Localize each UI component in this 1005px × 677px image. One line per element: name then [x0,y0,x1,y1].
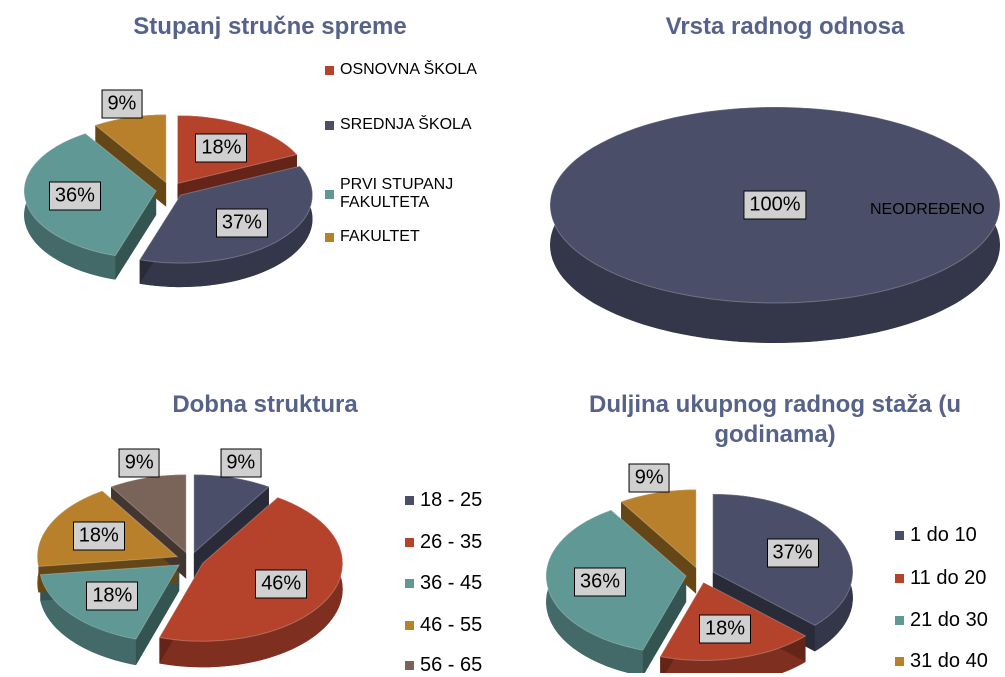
legend-item: 21 do 30 [895,608,1005,632]
data-label: 18% [699,614,752,644]
legend-item: OSNOVNA ŠKOLA [325,58,505,82]
data-label: 9% [118,448,160,478]
slice-side [159,497,343,668]
legend-swatch [855,205,864,215]
data-label: 18% [86,581,139,611]
legend-label: 18 - 25 [420,488,483,511]
legend-item: FAKULTET [325,225,505,249]
slice-side [139,166,313,288]
chart-title: Dobna struktura [172,391,358,418]
data-label: 9% [101,89,143,119]
legend-item: 11 do 20 [895,566,1005,590]
legend-item: 31 do 40 [895,649,1005,673]
slice-side [660,635,806,673]
legend-label: FAKULTET [340,228,420,245]
legend-item: PRVI STUPANJ FAKULTETA [325,176,505,212]
legend-swatch [895,656,904,666]
legend-item: 46 - 55 [405,613,545,637]
legend-swatch [895,530,904,540]
legend-item: SREDNJA ŠKOLA [325,113,505,137]
data-label: 36% [573,567,626,597]
chart-title: Stupanj stručne spreme [133,13,407,40]
legend-item: NEODREĐENO [855,198,1005,222]
legend-swatch [405,495,414,505]
legend-label: 36 - 45 [420,571,483,594]
legend-swatch [325,189,334,199]
legend-label: 21 do 30 [910,608,988,631]
legend-swatch [405,578,414,588]
legend-label: 46 - 55 [420,613,483,636]
legend-item: 1 do 10 [895,523,1005,547]
data-label: 37% [766,538,819,568]
legend-item: 26 - 35 [405,530,545,554]
legend-label: 31 do 40 [910,649,988,672]
legend-label: 26 - 35 [420,530,483,553]
data-label: 18% [72,521,125,551]
slice [620,489,697,569]
legend-swatch [405,660,414,670]
legend-swatch [325,120,334,130]
legend-label: SREDNJA ŠKOLA [340,116,472,133]
legend-item: 36 - 45 [405,571,545,595]
legend-label: PRVI STUPANJ FAKULTETA [340,176,454,211]
slice [110,474,187,554]
legend-label: 1 do 10 [910,523,977,546]
data-label: 9% [220,448,262,478]
data-label: 46% [255,569,308,599]
data-label: 100% [743,190,807,220]
legend-label: OSNOVNA ŠKOLA [340,61,477,78]
slice [158,496,344,642]
legend-swatch [895,573,904,583]
data-label: 9% [628,463,670,493]
data-label: 37% [215,208,268,238]
slice-side [40,574,136,666]
data-label: 18% [195,133,248,163]
chart-title: Vrsta radnog odnosa [665,13,905,40]
legend-swatch [895,615,904,625]
slice-side [642,575,687,673]
legend-swatch [325,65,334,75]
legend-swatch [405,537,414,547]
chart-title: Duljina ukupnog radnog staža (u godinama… [589,391,961,448]
legend-label: 56 - 65 [420,653,483,676]
slice-side [115,190,157,280]
legend-label: 11 do 20 [910,566,987,589]
legend-swatch [325,232,334,242]
legend-label: NEODREĐENO [870,201,985,218]
legend-item: 18 - 25 [405,488,545,512]
legend-swatch [405,620,414,630]
data-label: 36% [48,181,101,211]
slice [193,474,270,554]
legend-item: 56 - 65 [405,653,545,677]
